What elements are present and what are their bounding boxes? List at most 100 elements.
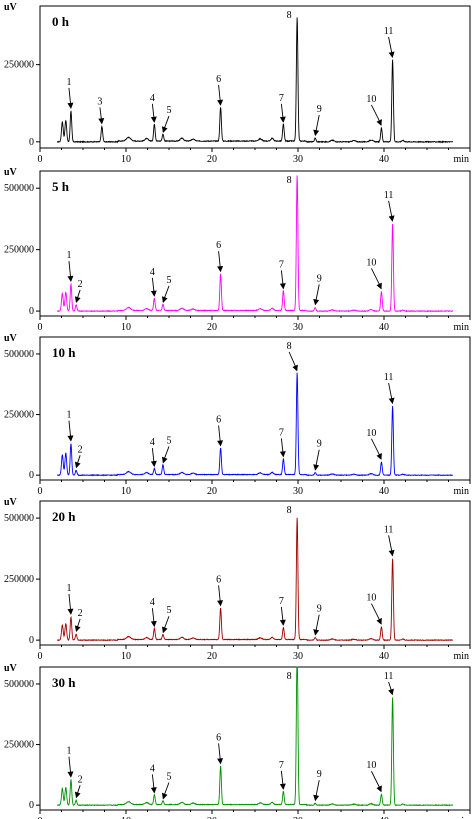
peak-label-11: 11 [384, 524, 394, 535]
peak-label-9: 9 [317, 273, 322, 284]
peak-arrow-head [67, 275, 74, 283]
peak-arrow-head [279, 116, 286, 123]
peak-arrow-head [150, 290, 157, 297]
peak-label-5: 5 [166, 605, 171, 616]
peak-label-10: 10 [366, 257, 376, 268]
peak-label-11: 11 [384, 671, 394, 682]
peak-arrow-head [313, 298, 320, 306]
peak-arrow-head [217, 99, 224, 106]
peak-label-1: 1 [66, 77, 71, 88]
peak-label-7: 7 [279, 596, 284, 607]
x-tick-label: 30 [293, 651, 303, 662]
chart-panel-2: uV 10 h 0 250000 500000 0 10 20 30 40 min 1 2 4 5 6 7 8 9 1… [4, 333, 471, 497]
peak-label-4: 4 [150, 437, 155, 448]
peak-arrow-head [217, 758, 224, 765]
x-tick-label: 10 [121, 322, 131, 333]
peak-arrow-head [74, 461, 81, 469]
peak-label-2: 2 [78, 444, 83, 455]
peak-label-11: 11 [384, 372, 394, 383]
peak-arrow-head [313, 794, 320, 802]
peak-label-10: 10 [366, 593, 376, 604]
y-tick-label: 250000 [4, 740, 34, 751]
peak-label-4: 4 [150, 597, 155, 608]
x-tick-label: 30 [293, 486, 303, 497]
y-tick-label: 500000 [4, 349, 34, 360]
peak-arrow-head [67, 102, 74, 109]
peak-arrow-head [217, 265, 224, 273]
x-tick-label: 0 [38, 154, 43, 165]
peak-arrow-head [279, 451, 286, 458]
peak-arrow-head [313, 464, 320, 471]
peak-arrow-head [279, 619, 286, 626]
peak-label-8: 8 [287, 671, 292, 682]
chart-panel-1: uV 5 h 0 250000 500000 0 10 20 30 40 min 1 2 45 6 7 8 9 10… [4, 167, 471, 333]
peak-arrow-head [74, 625, 81, 633]
peak-arrow-head [150, 116, 157, 123]
peak-label-4: 4 [150, 763, 155, 774]
plot-frame [39, 5, 471, 149]
y-tick-label: 250000 [4, 574, 34, 585]
peak-label-1: 1 [66, 410, 71, 421]
peak-arrow-head [161, 456, 168, 464]
peak-arrow-head [74, 791, 81, 799]
peak-arrow-head [279, 283, 286, 290]
peak-label-5: 5 [166, 105, 171, 116]
peak-arrow-head [313, 629, 320, 636]
peak-label-6: 6 [216, 74, 221, 85]
x-tick-label: 0 [38, 651, 43, 662]
panel-title: 30 h [52, 675, 76, 690]
peak-label-9: 9 [317, 104, 322, 115]
peak-arrow-head [217, 440, 224, 447]
peak-arrow-head [161, 126, 168, 134]
peak-label-1: 1 [66, 250, 71, 261]
peak-label-8: 8 [287, 341, 292, 352]
y-tick-label: 250000 [4, 410, 34, 421]
x-axis-label: min [453, 154, 469, 165]
peak-label-2: 2 [78, 279, 83, 290]
x-tick-label: 30 [293, 816, 303, 819]
peak-label-8: 8 [287, 175, 292, 186]
x-tick-label: 20 [207, 486, 217, 497]
y-tick-label: 0 [29, 137, 34, 148]
chromatogram-trace [57, 17, 454, 144]
plot-frame [39, 336, 471, 481]
x-axis-label: min [453, 651, 469, 662]
peak-arrow-head [376, 785, 382, 793]
peak-arrow-head [388, 688, 394, 696]
peak-label-5: 5 [166, 275, 171, 286]
peak-label-7: 7 [279, 93, 284, 104]
panel-title: 10 h [52, 345, 76, 360]
peak-arrow-head [161, 792, 168, 800]
plot-frame [39, 666, 471, 811]
peak-arrow-head [388, 397, 395, 405]
chromatogram-trace [57, 517, 454, 642]
x-tick-label: 40 [379, 322, 389, 333]
peak-arrow-head [376, 453, 382, 460]
peak-label-9: 9 [317, 604, 322, 615]
x-tick-label: 10 [121, 486, 131, 497]
chromatogram-trace [56, 666, 454, 807]
x-tick-label: 10 [121, 816, 131, 819]
peak-label-2: 2 [78, 608, 83, 619]
peak-arrow-head [376, 282, 382, 290]
y-axis-label: uV [4, 2, 18, 13]
peak-label-11: 11 [384, 190, 394, 201]
peak-arrow-head [67, 435, 74, 442]
peak-label-2: 2 [78, 774, 83, 785]
peak-arrow-head [388, 215, 395, 222]
peak-label-9: 9 [317, 439, 322, 450]
x-tick-label: 0 [38, 486, 43, 497]
peak-label-6: 6 [216, 240, 221, 251]
y-tick-label: 500000 [4, 513, 34, 524]
x-tick-label: 20 [207, 816, 217, 819]
peak-label-10: 10 [366, 428, 376, 439]
y-axis-label: uV [4, 167, 18, 178]
x-tick-label: 30 [293, 154, 303, 165]
peak-label-8: 8 [287, 10, 292, 21]
peak-arrow-head [67, 771, 74, 778]
chromatogram-trace [56, 175, 454, 313]
peak-label-4: 4 [150, 267, 155, 278]
peak-arrow-head [376, 617, 382, 625]
x-tick-label: 0 [38, 816, 43, 819]
